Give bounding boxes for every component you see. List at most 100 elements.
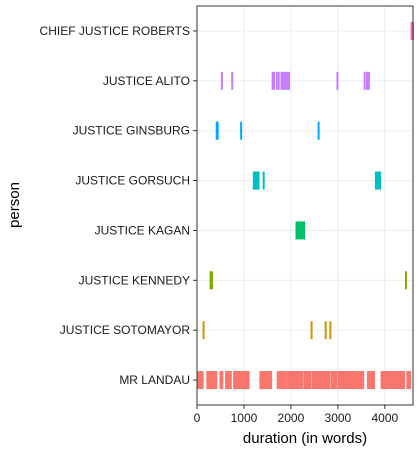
speech-tick [328, 371, 331, 390]
speech-tick [209, 271, 212, 290]
speech-tick [215, 371, 218, 390]
speech-tick [273, 71, 276, 90]
speech-tick [355, 371, 358, 390]
speech-tick [221, 371, 224, 390]
speech-tick [287, 371, 290, 390]
x-tick-label: 1000 [231, 411, 258, 425]
series-mr-landau [196, 371, 412, 390]
speech-tick [352, 371, 355, 390]
speech-tick [301, 371, 304, 390]
speech-tick [293, 371, 296, 390]
speech-tick [386, 371, 389, 390]
speech-tick [338, 371, 341, 390]
series-justice-gorsuch [252, 171, 382, 190]
speech-tick [334, 371, 337, 390]
speech-tick [277, 71, 280, 90]
speech-tick [231, 71, 234, 90]
speech-tick [337, 371, 340, 390]
speech-tick [317, 121, 320, 140]
speech-tick [342, 371, 345, 390]
speech-tick [354, 371, 357, 390]
speech-tick [409, 371, 412, 390]
speech-tick [322, 371, 325, 390]
speech-tick [220, 71, 223, 90]
speech-tick [284, 71, 287, 90]
speech-tick [288, 371, 291, 390]
speech-tick [350, 371, 353, 390]
speech-tick [388, 371, 391, 390]
speech-tick [323, 371, 326, 390]
speech-tick [280, 71, 283, 90]
x-axis-title: duration (in words) [243, 430, 367, 447]
speech-tick [358, 371, 361, 390]
speech-tick [275, 71, 278, 90]
speech-tick [336, 71, 339, 90]
speech-tick [332, 371, 335, 390]
speech-tick [319, 371, 322, 390]
speech-tick [291, 371, 294, 390]
y-tick-label: CHIEF JUSTICE ROBERTS [40, 24, 190, 38]
speech-tick [299, 371, 302, 390]
y-tick-label: JUSTICE KAGAN [95, 223, 190, 237]
speech-tick [373, 371, 376, 390]
speech-tick [377, 171, 380, 190]
speech-tick [276, 371, 279, 390]
speech-tick [347, 371, 350, 390]
speech-tick [257, 171, 260, 190]
speech-tick [383, 371, 386, 390]
speech-tick [390, 371, 393, 390]
y-tick-label: JUSTICE SOTOMAYOR [60, 323, 191, 337]
speech-tick [345, 371, 348, 390]
speech-tick [201, 371, 204, 390]
speech-tick [270, 371, 273, 390]
speech-tick [262, 371, 265, 390]
y-tick-label: JUSTICE GORSUCH [75, 174, 190, 188]
speech-tick [301, 221, 304, 240]
series-justice-ginsburg [215, 121, 320, 140]
speech-tick [306, 371, 309, 390]
speech-tick [329, 321, 332, 340]
speech-tick [387, 371, 390, 390]
speech-tick [296, 371, 299, 390]
panel-border [196, 5, 414, 406]
speech-tick [348, 371, 351, 390]
speech-tick [393, 371, 396, 390]
speech-tick [262, 171, 265, 190]
speech-tick [398, 371, 401, 390]
speech-tick [391, 371, 394, 390]
speech-tick [286, 71, 289, 90]
speech-tick [363, 71, 366, 90]
x-tick-label: 2000 [278, 411, 305, 425]
speech-tick [394, 371, 397, 390]
speech-tick [285, 371, 288, 390]
speech-tick [367, 71, 370, 90]
speech-tick [401, 371, 404, 390]
speech-tick [325, 371, 328, 390]
y-tick-label: JUSTICE KENNEDY [79, 273, 190, 287]
speech-tick [281, 371, 284, 390]
speech-tick [403, 371, 406, 390]
speech-tick [380, 371, 383, 390]
series-justice-sotomayor [202, 321, 332, 340]
speech-tick [376, 171, 379, 190]
speech-tick [374, 171, 377, 190]
y-axis-labels: CHIEF JUSTICE ROBERTS JUSTICE ALITO JUSTIC… [40, 24, 197, 387]
speech-tick [351, 371, 354, 390]
speech-tick [341, 371, 344, 390]
y-tick-label: JUSTICE GINSBURG [73, 124, 190, 138]
x-tick-label: 3000 [325, 411, 352, 425]
speech-tick [247, 371, 250, 390]
speech-tick [359, 371, 362, 390]
speech-tick [333, 371, 336, 390]
speech-tick [379, 171, 382, 190]
speech-tick [299, 221, 302, 240]
speech-tick [297, 371, 300, 390]
x-axis: 0 1000 2000 3000 4000 [194, 405, 398, 425]
speech-tick [288, 71, 291, 90]
speech-tick [310, 321, 313, 340]
speech-tick [406, 371, 409, 390]
speech-tick [202, 321, 205, 340]
speech-tick [304, 371, 307, 390]
speech-tick [384, 371, 387, 390]
speech-tick [283, 371, 286, 390]
